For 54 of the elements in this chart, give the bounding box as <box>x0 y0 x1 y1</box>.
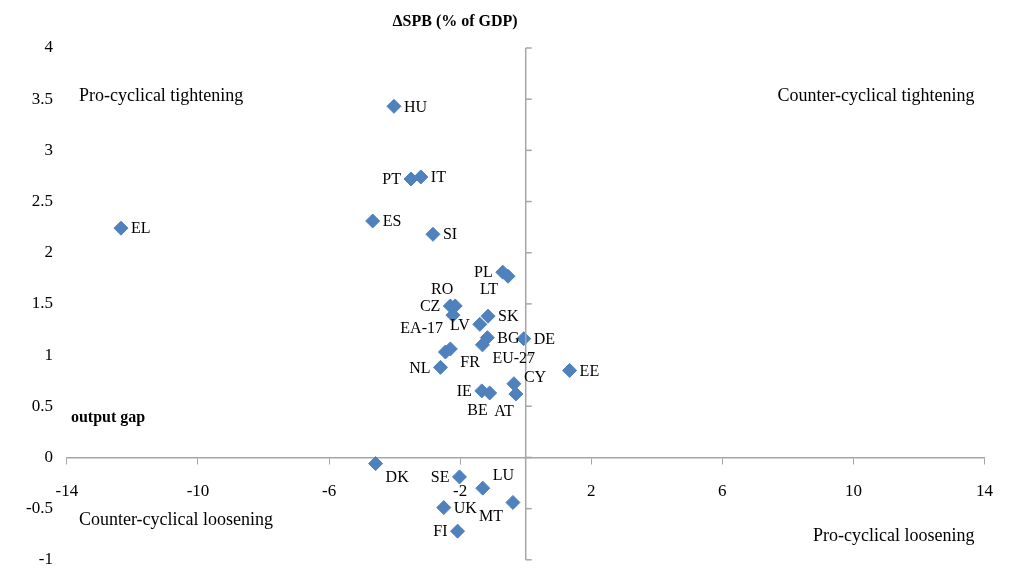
series-label: ES <box>382 212 402 230</box>
series-label: HU <box>403 97 428 115</box>
series-label: LV <box>449 315 471 333</box>
series-label: LU <box>492 466 515 484</box>
series-label: IE <box>456 382 472 400</box>
series-label: UK <box>453 498 478 516</box>
series-label: DE <box>533 329 556 347</box>
y-tick-label: 3.5 <box>31 88 53 108</box>
series-label: BE <box>467 401 488 419</box>
y-tick-label: 1 <box>44 344 53 364</box>
series-label: MT <box>478 506 504 524</box>
series-label: EE <box>579 361 600 379</box>
series-label: FI <box>433 522 448 540</box>
series-label: EL <box>130 219 151 237</box>
series-label: PL <box>474 263 493 281</box>
y-axis-title: ΔSPB (% of GDP) <box>392 12 518 31</box>
x-tick-label: 2 <box>587 481 596 501</box>
annotation: Pro-cyclical loosening <box>813 524 975 545</box>
x-tick-label: 10 <box>844 481 862 501</box>
x-axis-title: output gap <box>70 407 146 426</box>
y-tick-label: 3 <box>44 139 53 159</box>
y-tick-label: 2 <box>44 242 53 262</box>
series-label: CZ <box>419 297 441 315</box>
y-tick-label: -1 <box>38 549 53 569</box>
series-label: SI <box>442 225 458 243</box>
series-label: FR <box>460 353 481 371</box>
x-tick-label: 6 <box>718 481 727 501</box>
series-label: AT <box>494 402 515 420</box>
y-tick-label: 1.5 <box>31 293 53 313</box>
series-label: LT <box>479 280 499 298</box>
series-label: BG <box>497 328 521 346</box>
x-tick-label: -10 <box>186 481 210 501</box>
series-label: SK <box>498 307 519 325</box>
series-label: NL <box>409 358 431 376</box>
annotation: Counter-cyclical loosening <box>78 508 273 529</box>
series-label: IT <box>430 168 447 186</box>
series-label: PT <box>382 170 402 188</box>
y-tick-label: 2.5 <box>31 191 53 211</box>
y-tick-label: -0.5 <box>25 498 53 518</box>
series-label: EU-27 <box>492 349 536 367</box>
annotation: Pro-cyclical tightening <box>78 84 244 105</box>
y-tick-label: 0.5 <box>31 395 53 415</box>
annotation: Counter-cyclical tightening <box>777 84 975 105</box>
series-label: CY <box>523 367 547 385</box>
series-label: RO <box>431 280 454 298</box>
series-label: DK <box>385 467 410 485</box>
y-tick-label: 0 <box>44 446 53 466</box>
x-tick-label: -6 <box>321 481 337 501</box>
x-tick-label: 14 <box>976 481 994 501</box>
series-label: EA-17 <box>400 319 443 337</box>
series-label: SE <box>430 468 450 486</box>
x-tick-label: -14 <box>55 481 79 501</box>
y-tick-label: 4 <box>44 37 54 57</box>
x-tick-label: -2 <box>453 481 468 501</box>
